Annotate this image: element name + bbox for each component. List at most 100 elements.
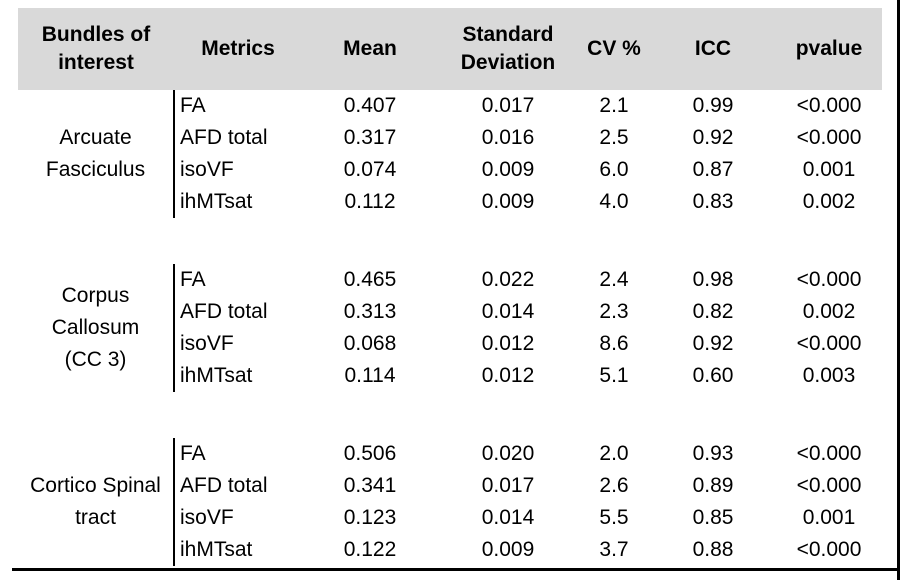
- cell-pvalue: <0.000: [796, 332, 862, 355]
- cell-sd: 0.016: [481, 126, 535, 149]
- bundle-cell-corpus-callosum: Corpus Callosum (CC 3): [18, 264, 174, 392]
- spacer-cell: [18, 218, 882, 264]
- cell-cv: 5.5: [599, 506, 629, 529]
- page-right-border: [897, 0, 900, 580]
- table-row: AFD total 0.341 0.017 2.6 0.89 <0.000: [18, 470, 882, 502]
- cell-mean: 0.465: [343, 268, 397, 291]
- table-bottom-rule: [12, 568, 900, 571]
- cell-icc: 0.85: [692, 506, 734, 529]
- cell-mean: 0.112: [344, 190, 396, 213]
- cell-metric: ihMTsat: [173, 534, 302, 566]
- header-sd-line1: Standard: [462, 23, 554, 46]
- cell-metric: ihMTsat: [173, 360, 302, 392]
- header-bundles-line1: Bundles of: [41, 23, 151, 46]
- table-row: ihMTsat 0.122 0.009 3.7 0.88 <0.000: [18, 534, 882, 566]
- cell-cv: 8.6: [599, 332, 629, 355]
- table-row: isoVF 0.123 0.014 5.5 0.85 0.001: [18, 502, 882, 534]
- cell-icc: 0.99: [692, 94, 734, 117]
- cell-icc: 0.89: [692, 474, 734, 497]
- header-pvalue: pvalue: [776, 8, 882, 90]
- cell-sd: 0.012: [481, 332, 535, 355]
- cell-cv: 2.6: [599, 474, 629, 497]
- table-row: isoVF 0.074 0.009 6.0 0.87 0.001: [18, 154, 882, 186]
- cell-icc: 0.93: [692, 442, 734, 465]
- cell-icc: 0.92: [692, 126, 734, 149]
- header-standard-deviation: Standard Deviation: [438, 8, 578, 90]
- cell-cv: 2.1: [599, 94, 629, 117]
- cell-icc: 0.87: [692, 158, 734, 181]
- cell-mean: 0.114: [344, 364, 396, 387]
- cell-pvalue: 0.003: [802, 364, 856, 387]
- cell-metric: FA: [173, 264, 302, 296]
- table-row: Arcuate Fasciculus FA 0.407 0.017 2.1 0.…: [18, 90, 882, 181]
- bundle-cell-cortico-spinal-tract: Cortico Spinal tract: [18, 438, 174, 566]
- bundle-label-line: Cortico Spinal: [30, 474, 161, 497]
- cell-sd: 0.014: [481, 300, 535, 323]
- header-mean: Mean: [302, 8, 438, 90]
- table-row: AFD total 0.317 0.016 2.5 0.92 <0.000: [18, 122, 882, 154]
- table-row: isoVF 0.068 0.012 8.6 0.92 <0.000: [18, 328, 882, 360]
- bundle-label-line: Fasciculus: [45, 158, 146, 181]
- cell-metric: AFD total: [173, 122, 302, 154]
- cell-metric: isoVF: [173, 502, 302, 534]
- cell-icc: 0.92: [692, 332, 734, 355]
- spacer-cell: [18, 392, 882, 438]
- cell-icc: 0.88: [692, 538, 734, 561]
- bundle-label-line: Corpus: [61, 284, 130, 307]
- cell-mean: 0.341: [343, 474, 397, 497]
- header-sd-line2: Deviation: [460, 51, 556, 74]
- cell-metric: FA: [173, 438, 302, 470]
- header-cv-percent: CV %: [578, 8, 650, 90]
- cell-icc: 0.98: [692, 268, 734, 291]
- cell-pvalue: 0.002: [802, 300, 856, 323]
- cell-pvalue: <0.000: [796, 442, 862, 465]
- cell-icc: 0.60: [692, 364, 734, 387]
- cell-mean: 0.068: [343, 332, 397, 355]
- header-metrics: Metrics: [174, 8, 302, 90]
- header-bundles-line2: interest: [58, 51, 134, 74]
- cell-metric: isoVF: [173, 154, 302, 186]
- cell-cv: 6.0: [599, 158, 629, 181]
- bundle-label-line: (CC 3): [64, 348, 127, 371]
- cell-pvalue: 0.001: [802, 158, 856, 181]
- cell-sd: 0.012: [481, 364, 535, 387]
- cell-cv: 2.5: [599, 126, 629, 149]
- cell-cv: 4.0: [599, 190, 629, 213]
- cell-sd: 0.022: [481, 268, 535, 291]
- table-row: Corpus Callosum (CC 3) FA 0.465 0.022 2.…: [18, 264, 882, 371]
- header-bundles-of-interest: Bundles of interest: [18, 8, 174, 90]
- bundle-label-line: Arcuate: [59, 126, 132, 149]
- header-row: Bundles of interest Metrics Mean Standar…: [18, 8, 882, 90]
- cell-pvalue: <0.000: [796, 94, 862, 117]
- cell-sd: 0.014: [481, 506, 535, 529]
- cell-metric: ihMTsat: [173, 186, 302, 218]
- cell-metric: AFD total: [173, 470, 302, 502]
- cell-icc: 0.83: [692, 190, 734, 213]
- cell-mean: 0.074: [343, 158, 397, 181]
- spacer-row: [18, 218, 882, 264]
- cell-cv: 5.1: [599, 364, 629, 387]
- cell-metric: FA: [173, 90, 302, 122]
- cell-pvalue: <0.000: [796, 538, 862, 561]
- cell-sd: 0.017: [481, 94, 535, 117]
- table-row: Cortico Spinal tract FA 0.506 0.020 2.0 …: [18, 438, 882, 529]
- cell-mean: 0.122: [343, 538, 397, 561]
- bundle-label-line: Callosum: [51, 316, 140, 339]
- bundle-label-line: tract: [75, 506, 116, 529]
- cell-mean: 0.407: [343, 94, 397, 117]
- header-icc: ICC: [650, 8, 776, 90]
- bundle-cell-arcuate-fasciculus: Arcuate Fasciculus: [18, 90, 174, 218]
- cell-pvalue: <0.000: [796, 268, 862, 291]
- table-row: AFD total 0.313 0.014 2.3 0.82 0.002: [18, 296, 882, 328]
- cell-sd: 0.009: [481, 158, 535, 181]
- table-row: ihMTsat 0.112 0.009 4.0 0.83 0.002: [18, 186, 882, 218]
- cell-pvalue: 0.002: [802, 190, 856, 213]
- cell-mean: 0.317: [343, 126, 397, 149]
- cell-mean: 0.123: [343, 506, 397, 529]
- cell-sd: 0.020: [481, 442, 535, 465]
- cell-sd: 0.017: [481, 474, 535, 497]
- cell-icc: 0.82: [692, 300, 734, 323]
- table-row: ihMTsat 0.114 0.012 5.1 0.60 0.003: [18, 360, 882, 392]
- cell-mean: 0.506: [343, 442, 397, 465]
- results-table: Bundles of interest Metrics Mean Standar…: [18, 8, 882, 566]
